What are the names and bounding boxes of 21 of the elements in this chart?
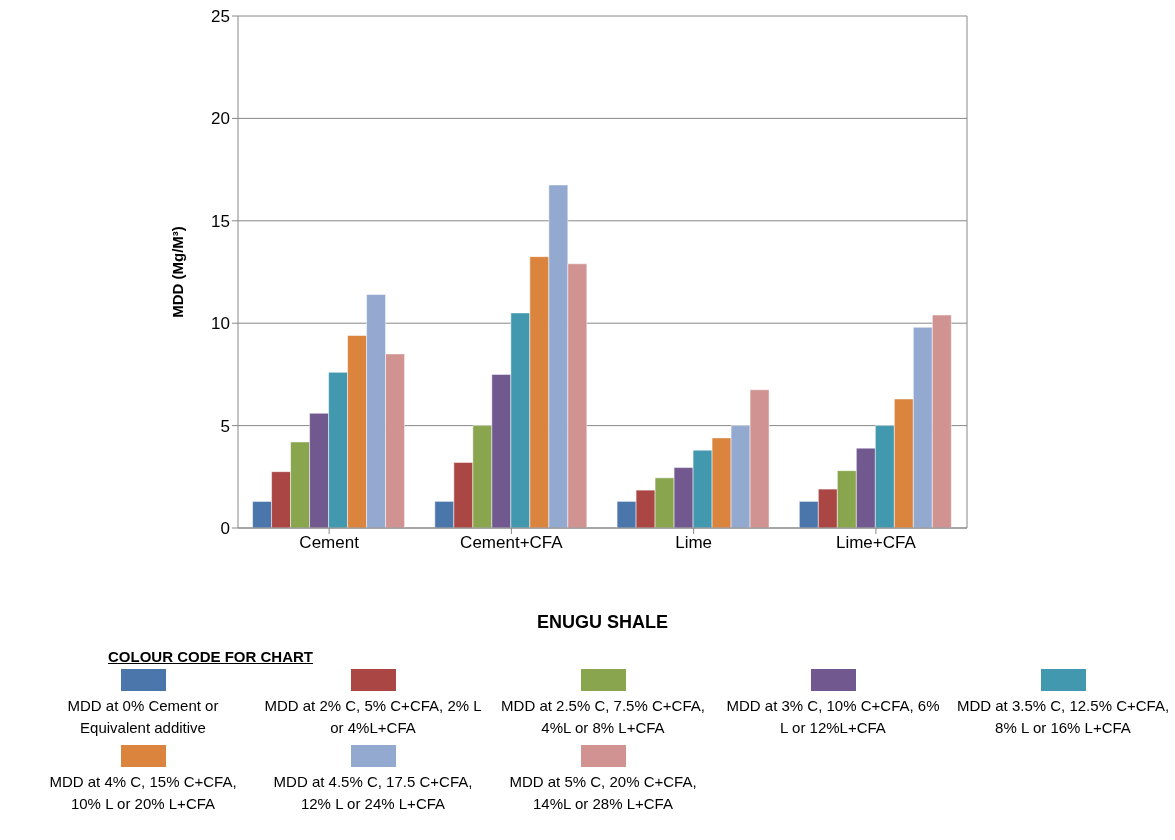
legend-label: MDD at 3% C, 10% C+CFA, 6% L or 12%L+CFA [725,696,941,738]
legend-label: MDD at 4% C, 15% C+CFA, 10% L or 20% L+CFA [48,772,238,814]
legend-label: MDD at 5% C, 20% C+CFA, 14%L or 28% L+CFA [508,772,698,814]
legend-label: MDD at 3.5% C, 12.5% C+CFA, 8% L or 16% L+CFA [955,696,1171,738]
legend-label: MDD at 2.5% C, 7.5% C+CFA, 4%L or 8% L+CFA [500,696,706,738]
y-axis-title: MDD (Mg/M³) [169,226,187,318]
x-axis-title: ENUGU SHALE [536,612,669,632]
x-tick-label: Cement [299,533,360,553]
x-tick-label: Cement+CFA [460,533,564,553]
legend-label: MDD at 2% C, 5% C+CFA, 2% L or 4%L+CFA [263,696,483,738]
x-tick-label: Lime+CFA [835,533,917,553]
x-tick-label: Lime [675,533,713,553]
y-tick-label: 15 [211,211,230,231]
y-tick-label: 5 [220,416,230,436]
legend-label: MDD at 0% Cement or Equivalent additive [66,696,220,738]
y-tick-label: 25 [211,7,230,27]
legend-label: MDD at 4.5% C, 17.5 C+CFA, 12% L or 24% L+CFA [272,772,474,814]
y-tick-label: 0 [220,519,230,539]
legend-title: COLOUR CODE FOR CHART [108,648,314,665]
y-tick-label: 20 [211,109,230,129]
y-tick-label: 10 [211,314,230,334]
